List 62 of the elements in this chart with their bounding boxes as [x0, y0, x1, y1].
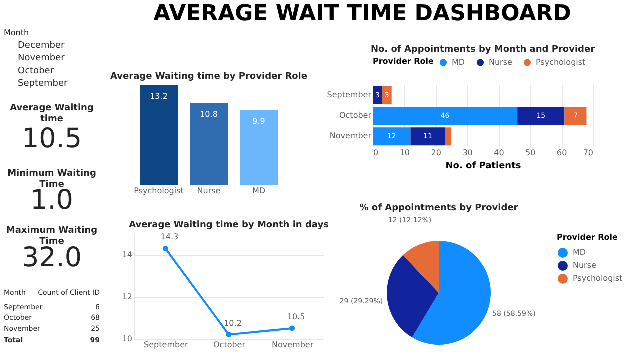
- bar: [373, 128, 411, 146]
- x-tick-label: 10: [400, 148, 410, 158]
- bar: [445, 128, 452, 146]
- bar: [410, 128, 446, 146]
- bar: [564, 107, 587, 125]
- x-tick-label: September: [144, 340, 189, 350]
- x-tick-label: 0: [374, 148, 379, 158]
- y-tick-label: September: [327, 90, 372, 100]
- data-label: 10.8: [200, 110, 218, 120]
- text: Maximum Waiting Time: [6, 226, 98, 247]
- text: Month: [4, 28, 30, 38]
- y-tick-label: 10: [122, 334, 132, 344]
- x-tick-label: 50: [526, 148, 536, 158]
- text: Average Waiting time: [10, 103, 94, 124]
- x-tick-label: October: [213, 340, 246, 350]
- y-tick-label: October: [339, 111, 372, 120]
- data-label: 13.2: [150, 92, 168, 101]
- text: December: [18, 41, 65, 52]
- chart-title: % of Appointments by Provider: [360, 204, 519, 214]
- x-tick-label: 40: [494, 148, 504, 158]
- pie-slice: [387, 255, 439, 338]
- chart-title: Average Waiting time by Provider Role: [110, 72, 308, 82]
- x-tick-label: 60: [556, 148, 568, 158]
- data-label: 9.9: [252, 117, 266, 126]
- data-label: 14.3: [160, 232, 179, 242]
- text: November: [18, 54, 66, 64]
- text: September: [18, 78, 68, 89]
- x-tick-label: Nurse: [197, 186, 221, 196]
- point: [226, 332, 232, 338]
- legend-title: Provider Role: [557, 233, 619, 242]
- y-tick-label: 14: [122, 250, 132, 260]
- legend-label: MD: [452, 58, 466, 67]
- text: 10.5: [22, 124, 82, 155]
- data-label: 10.2: [224, 318, 242, 328]
- x-tick-label: Psychologist: [134, 186, 184, 196]
- pie-slice: [403, 241, 439, 293]
- legend-label: Psychologist: [573, 274, 623, 283]
- x-tick-label: November: [272, 340, 314, 350]
- bar: [382, 86, 392, 104]
- y-tick-label: 12: [122, 292, 132, 302]
- x-tick-label: MD: [252, 186, 266, 196]
- legend-title: Provider Role: [373, 57, 435, 66]
- bar: [373, 86, 382, 104]
- point: [290, 326, 296, 332]
- legend-label: Nurse: [489, 58, 513, 67]
- chart-title: Average Waiting time by Month in days: [129, 220, 329, 231]
- legend-label: Psychologist: [536, 58, 586, 67]
- point: [162, 246, 168, 252]
- bar: [518, 107, 565, 125]
- legend-label: Nurse: [573, 261, 597, 270]
- text: October: [18, 66, 54, 76]
- pie-slice: [412, 241, 491, 345]
- x-tick-label: 20: [431, 148, 442, 158]
- legend-label: MD: [573, 248, 586, 257]
- x-tick-label: 70: [583, 148, 594, 158]
- chart-title: No. of Appointments by Month and Provider: [370, 45, 596, 55]
- data-label: 10.5: [287, 312, 306, 322]
- bar: [373, 107, 518, 125]
- x-axis-title: No. of Patients: [446, 162, 522, 172]
- x-tick-label: 30: [462, 148, 473, 158]
- text: AVERAGE WAIT TIME DASHBOARD: [154, 1, 572, 26]
- y-tick-label: November: [330, 132, 372, 141]
